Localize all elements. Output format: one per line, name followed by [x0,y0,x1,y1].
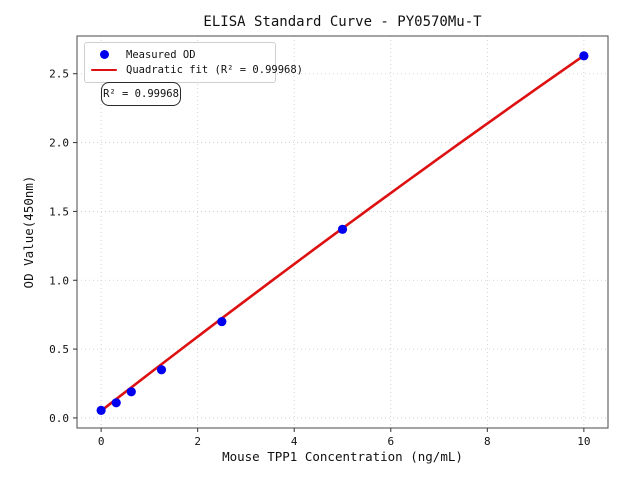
y-tick-label: 1.0 [49,274,69,287]
data-point [337,224,348,234]
chart-title: ELISA Standard Curve - PY0570Mu-T [203,14,482,30]
x-tick-label: 0 [98,435,105,448]
legend-label-measured-od: Measured OD [126,48,196,61]
y-tick-label: 0.0 [49,412,69,425]
r-squared-annotation: R² = 0.99968 [101,82,181,106]
data-point [111,398,121,408]
legend-handle [91,50,117,60]
y-axis-label: OD Value(450nm) [21,176,36,289]
plot-area-border [76,35,609,429]
x-tick-label: 10 [577,435,590,448]
x-axis-label: Mouse TPP1 Concentration (ng/mL) [222,449,463,464]
legend-label-quadratic-fit: Quadratic fit (R² = 0.99968) [126,63,304,76]
y-tick-label: 0.5 [49,343,69,356]
x-tick-label: 8 [484,435,491,448]
data-point [579,51,589,61]
scatter-marker-icon [99,50,109,60]
x-tick-label: 2 [194,435,201,448]
legend-item-quadratic-fit: Quadratic fit (R² = 0.99968) [91,65,303,76]
x-tick-label: 4 [291,435,298,448]
y-tick-label: 2.5 [49,68,69,81]
y-tick-label: 1.5 [49,205,69,218]
data-point [217,316,227,327]
fit-line-marker-icon [91,68,117,72]
legend-handle [91,68,117,72]
legend-item-measured-od: Measured OD [91,50,269,61]
data-point [126,387,136,397]
y-tick-label: 2.0 [49,137,69,150]
legend: Measured OD Quadratic fit (R² = 0.99968) [84,42,303,83]
x-tick-label: 6 [387,435,394,448]
data-point [96,405,106,415]
data-point [156,365,167,375]
